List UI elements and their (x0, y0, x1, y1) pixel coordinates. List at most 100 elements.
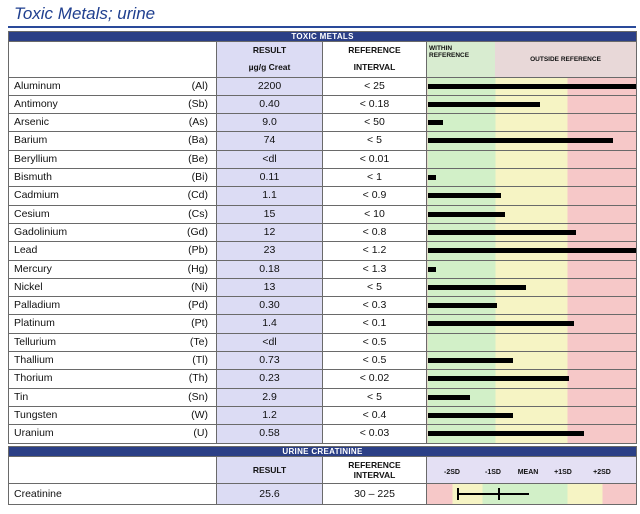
metal-name: Beryllium (Be) (8, 149, 217, 170)
metal-reference: < 0.5 (322, 332, 427, 353)
metal-reference: < 1.2 (322, 241, 427, 261)
metal-reference: < 0.02 (322, 369, 427, 389)
metal-row: Lead (Pb) 23 < 1.2 (8, 241, 638, 261)
creatinine-row: Creatinine 25.6 30 – 225 (8, 483, 638, 505)
metal-label: Platinum (14, 317, 55, 330)
metal-row: Thorium (Th) 0.23 < 0.02 (8, 369, 638, 389)
metal-label: Cesium (14, 207, 50, 220)
creatinine-table: URINE CREATININE RESULT REFERENCE INTERV… (7, 446, 638, 505)
metal-name: Mercury (Hg) (8, 259, 217, 279)
metal-result: 2.9 (216, 387, 323, 407)
creatinine-element-header (8, 456, 217, 484)
creatinine-banner: URINE CREATININE (7, 446, 638, 457)
metal-row: Tungsten (W) 1.2 < 0.4 (8, 405, 638, 426)
metal-name: Antimony (Sb) (8, 94, 217, 115)
metal-result: 9.0 (216, 113, 323, 133)
metal-reference: < 5 (322, 277, 427, 298)
metal-label: Tungsten (14, 408, 58, 421)
result-header-units: µg/g Creat (248, 62, 291, 73)
metal-bar (428, 303, 497, 309)
metal-row: Cadmium (Cd) 1.1 < 0.9 (8, 186, 638, 206)
metal-bar (428, 284, 526, 290)
metal-result: 1.2 (216, 405, 323, 426)
metal-bar-cell (425, 241, 638, 261)
toxic-metals-table: TOXIC METALS RESULT µg/g Creat REFERENCE… (7, 31, 638, 444)
metal-row: Tin (Sn) 2.9 < 5 (8, 387, 638, 407)
metal-bar (428, 412, 513, 418)
creatinine-result: 25.6 (216, 483, 323, 505)
metal-result: 0.30 (216, 296, 323, 316)
metal-symbol: (Tl) (192, 354, 208, 367)
metal-bar (428, 120, 443, 126)
toxic-metals-rows: Aluminum (Al) 2200 < 25 Antimony (Sb) 0.40 < 0.… (8, 76, 638, 444)
metal-label: Uranium (14, 427, 54, 440)
metal-label: Palladium (14, 299, 61, 312)
metal-symbol: (Bi) (191, 171, 208, 184)
cr-ref-line1: REFERENCE (348, 460, 401, 470)
metal-symbol: (Cd) (187, 189, 208, 202)
outside-reference-label: OUTSIDE REFERENCE (495, 42, 636, 77)
metal-bar-cell (425, 168, 638, 188)
metal-result: 1.1 (216, 186, 323, 206)
metal-row: Nickel (Ni) 13 < 5 (8, 277, 638, 298)
creatinine-sd-gauge (425, 483, 638, 505)
metal-reference: < 50 (322, 113, 427, 133)
metal-symbol: (Th) (188, 372, 208, 385)
metal-symbol: (Sb) (188, 97, 208, 110)
metal-row: Uranium (U) 0.58 < 0.03 (8, 424, 638, 444)
metal-name: Uranium (U) (8, 424, 217, 444)
metal-symbol: (Gd) (187, 225, 208, 238)
metal-row: Tellurium (Te) <dl < 0.5 (8, 332, 638, 353)
metal-result: 0.58 (216, 424, 323, 444)
metal-bar-cell (425, 424, 638, 444)
metal-label: Thorium (14, 372, 53, 385)
metal-symbol: (Te) (189, 335, 208, 348)
metal-symbol: (Al) (191, 79, 208, 92)
metal-row: Barium (Ba) 74 < 5 (8, 131, 638, 151)
metal-name: Thorium (Th) (8, 369, 217, 389)
metal-bar (428, 248, 636, 254)
metal-label: Arsenic (14, 116, 50, 129)
metal-symbol: (Cs) (188, 207, 208, 220)
metal-reference: < 0.1 (322, 314, 427, 334)
result-column-header: RESULT µg/g Creat (216, 41, 323, 78)
metal-bar-cell (425, 296, 638, 316)
metal-symbol: (Be) (188, 152, 208, 165)
metal-bar-cell (425, 351, 638, 371)
metal-label: Nickel (14, 280, 43, 293)
metal-result: 0.40 (216, 94, 323, 115)
metal-bar-cell (425, 332, 638, 353)
metal-symbol: (U) (193, 427, 208, 440)
metal-bar-cell (425, 186, 638, 206)
metal-name: Arsenic (As) (8, 113, 217, 133)
metal-symbol: (As) (188, 116, 208, 129)
metal-name: Tin (Sn) (8, 387, 217, 407)
creatinine-reference-header: REFERENCE INTERVAL (322, 456, 427, 484)
metal-reference: < 1 (322, 168, 427, 188)
metal-reference: < 0.01 (322, 149, 427, 170)
metal-reference: < 0.8 (322, 222, 427, 243)
metal-row: Palladium (Pd) 0.30 < 0.3 (8, 296, 638, 316)
metal-result: 0.73 (216, 351, 323, 371)
metal-reference: < 10 (322, 204, 427, 224)
metal-row: Gadolinium (Gd) 12 < 0.8 (8, 222, 638, 243)
metal-reference: < 0.4 (322, 405, 427, 426)
creatinine-name: Creatinine (8, 483, 217, 505)
metal-reference: < 25 (322, 76, 427, 96)
metal-bar (428, 193, 501, 199)
creatinine-result-header: RESULT (216, 456, 323, 484)
metal-bar-cell (425, 369, 638, 389)
metal-bar-cell (425, 259, 638, 279)
sd-range-line (457, 493, 529, 495)
metal-name: Gadolinium (Gd) (8, 222, 217, 243)
metal-bar (428, 138, 613, 144)
metal-bar (428, 321, 574, 327)
metal-bar-cell (425, 149, 638, 170)
reference-column-header: REFERENCE INTERVAL (322, 41, 427, 78)
metal-bar-cell (425, 76, 638, 96)
metal-label: Antimony (14, 97, 58, 110)
metal-name: Platinum (Pt) (8, 314, 217, 334)
metal-reference: < 0.5 (322, 351, 427, 371)
metal-reference: < 5 (322, 131, 427, 151)
metal-symbol: (Pd) (188, 299, 208, 312)
